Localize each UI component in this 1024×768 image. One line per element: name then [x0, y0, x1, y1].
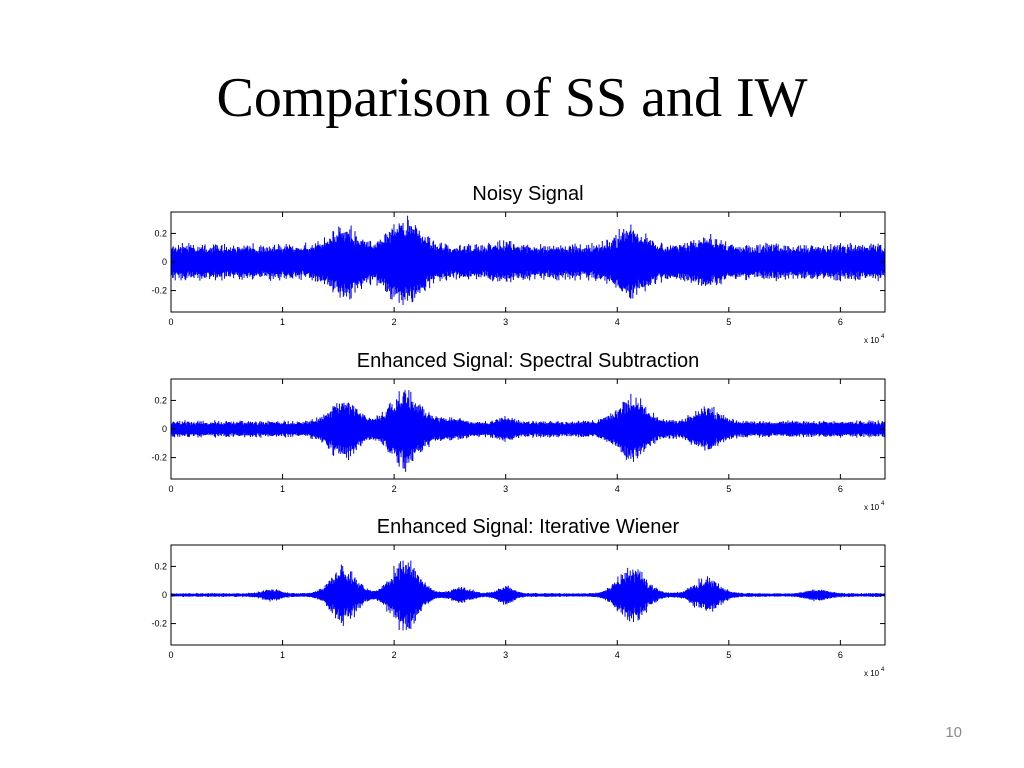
y-tick-label: 0.2	[154, 561, 167, 571]
x-tick-label: 2	[392, 650, 397, 660]
y-tick-label: 0.2	[154, 228, 167, 238]
x-multiplier-exponent: 4	[881, 667, 885, 673]
signal-waveform	[170, 215, 886, 305]
x-tick-label: 5	[726, 484, 731, 494]
x-multiplier-exponent: 4	[881, 334, 885, 340]
x-tick-label: 3	[503, 650, 508, 660]
x-tick-label: 4	[615, 650, 620, 660]
signal-waveform	[170, 390, 886, 472]
x-tick-label: 1	[280, 484, 285, 494]
y-tick-label: 0	[162, 257, 167, 267]
x-multiplier: x 10	[864, 503, 880, 512]
x-multiplier-exponent: 4	[881, 501, 885, 507]
x-tick-label: 4	[615, 484, 620, 494]
y-tick-label: -0.2	[151, 619, 167, 629]
chart-title: Noisy Signal	[472, 183, 583, 205]
x-tick-label: 6	[838, 484, 843, 494]
x-multiplier: x 10	[864, 336, 880, 345]
x-tick-label: 3	[503, 317, 508, 327]
page-number: 10	[945, 724, 962, 741]
x-tick-label: 0	[168, 484, 173, 494]
x-tick-label: 1	[280, 317, 285, 327]
x-tick-label: 1	[280, 650, 285, 660]
chart-panel-3: Enhanced Signal: Iterative Wiener 0 1 2 3 4 5 6…	[151, 516, 886, 678]
x-multiplier: x 10	[864, 669, 880, 678]
chart-title: Enhanced Signal: Iterative Wiener	[377, 516, 680, 538]
y-tick-label: -0.2	[151, 453, 167, 463]
x-tick-label: 6	[838, 317, 843, 327]
x-tick-label: 2	[392, 317, 397, 327]
x-tick-label: 0	[168, 317, 173, 327]
x-tick-label: 2	[392, 484, 397, 494]
x-tick-label: 0	[168, 650, 173, 660]
x-tick-label: 6	[838, 650, 843, 660]
y-tick-label: 0.2	[154, 395, 167, 405]
x-tick-label: 3	[503, 484, 508, 494]
y-tick-label: 0	[162, 590, 167, 600]
y-tick-label: -0.2	[151, 286, 167, 296]
slide-title: Comparison of SS and IW	[216, 67, 808, 129]
x-tick-label: 4	[615, 317, 620, 327]
chart-title: Enhanced Signal: Spectral Subtraction	[357, 350, 699, 372]
y-tick-label: 0	[162, 424, 167, 434]
x-tick-label: 5	[726, 317, 731, 327]
chart-panel-2: Enhanced Signal: Spectral Subtraction 0 1 2…	[151, 350, 886, 512]
x-tick-label: 5	[726, 650, 731, 660]
